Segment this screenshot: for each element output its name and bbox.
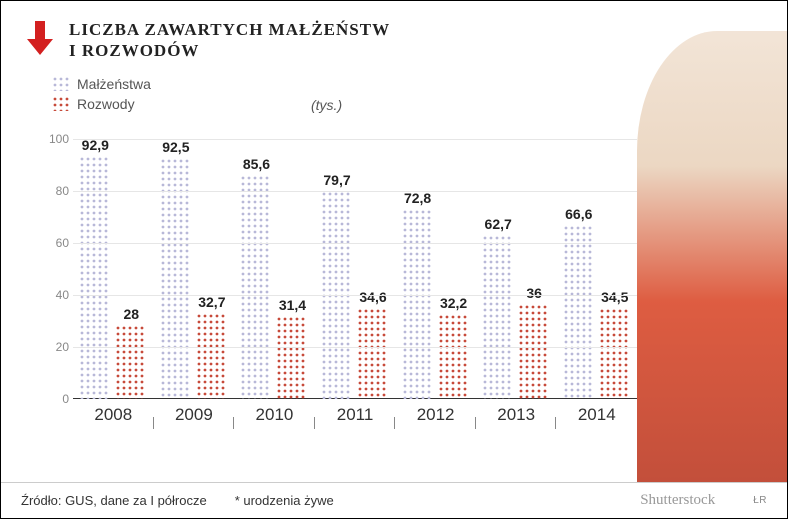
y-tick-label: 60: [39, 236, 69, 250]
gridline: [73, 295, 637, 296]
bar-value-label: 32,7: [198, 294, 225, 310]
photo-credit: Shutterstock: [640, 492, 715, 509]
chart: 92,92892,532,785,631,479,734,672,832,262…: [37, 139, 637, 429]
x-tick-label: 2011: [315, 399, 396, 429]
title-line-1: Liczba zawartych małżeństw: [69, 19, 390, 40]
bar-marriages: 62,7: [483, 236, 513, 399]
bar-group: 92,928: [73, 139, 154, 399]
bar-divorces: 34,5: [600, 309, 630, 399]
legend-swatch-1: [53, 77, 69, 91]
y-tick-label: 0: [39, 392, 69, 406]
bar-group: 62,736: [476, 139, 557, 399]
x-tick-label: 2009: [154, 399, 235, 429]
unit-label: (tys.): [311, 97, 342, 113]
bar-group: 79,7 34,6: [315, 139, 396, 399]
bar-group: 72,832,2: [395, 139, 476, 399]
bar-value-label: 72,8: [404, 190, 431, 206]
bar-marriages: 66,6: [564, 226, 594, 399]
gridline: [73, 191, 637, 192]
bar-value-label: 34,6: [359, 289, 386, 305]
y-tick-label: 80: [39, 184, 69, 198]
x-tick-label: 2008: [73, 399, 154, 429]
bar-value-label: 36: [526, 285, 542, 301]
bar-divorces: 32,7: [197, 314, 227, 399]
author-signature: ŁR: [753, 495, 767, 506]
bar-divorces: 32,2: [439, 315, 469, 399]
footnote-text: * urodzenia żywe: [235, 493, 334, 508]
bar-group: 66,634,5: [556, 139, 637, 399]
bar-group: 92,532,7: [154, 139, 235, 399]
x-labels: 2008200920102011201220132014: [73, 399, 637, 429]
bar-value-label: 34,5: [601, 289, 628, 305]
bar-marriages: 92,9: [80, 157, 110, 399]
y-tick-label: 40: [39, 288, 69, 302]
bar-value-label: 79,7: [323, 172, 350, 188]
gridline: [73, 243, 637, 244]
bars-container: 92,92892,532,785,631,479,734,672,832,262…: [73, 139, 637, 399]
bar-value-label: 31,4: [279, 297, 306, 313]
bar-divorces: 36: [519, 305, 549, 399]
bar-value-label: 66,6: [565, 206, 592, 222]
bar-marriages: 72,8: [403, 210, 433, 399]
bar-value-label: 92,5: [162, 139, 189, 155]
bar-marriages: 92,5: [161, 159, 191, 400]
bar-value-label: 28: [123, 306, 139, 322]
bar-value-label: 32,2: [440, 295, 467, 311]
bar-divorces: 34,6: [358, 309, 388, 399]
gridline: [73, 347, 637, 348]
bar-group: 85,631,4: [234, 139, 315, 399]
legend-label-2: Rozwody: [77, 96, 135, 112]
gridline: [73, 139, 637, 140]
y-tick-label: 100: [39, 132, 69, 146]
x-tick-label: 2013: [476, 399, 557, 429]
x-tick-label: 2010: [234, 399, 315, 429]
bar-value-label: 62,7: [485, 216, 512, 232]
x-tick-label: 2014: [556, 399, 637, 429]
y-tick-label: 20: [39, 340, 69, 354]
title-line-2: i rozwodów: [69, 40, 390, 61]
x-tick-label: 2012: [395, 399, 476, 429]
child-photo: [637, 31, 787, 482]
bar-value-label: 85,6: [243, 156, 270, 172]
down-arrow-icon: [23, 21, 57, 62]
footer: Źródło: GUS, dane za I półrocze * urodze…: [1, 482, 787, 518]
chart-title: Liczba zawartych małżeństw i rozwodów: [69, 19, 390, 62]
bar-divorces: 31,4: [277, 317, 307, 399]
legend-label-1: Małżeństwa: [77, 76, 151, 92]
bar-divorces: 28: [116, 326, 146, 399]
plot-area: 92,92892,532,785,631,479,734,672,832,262…: [73, 139, 637, 399]
source-text: Źródło: GUS, dane za I półrocze: [21, 493, 207, 508]
legend-swatch-2: [53, 97, 69, 111]
bar-marriages: 85,6: [241, 176, 271, 399]
